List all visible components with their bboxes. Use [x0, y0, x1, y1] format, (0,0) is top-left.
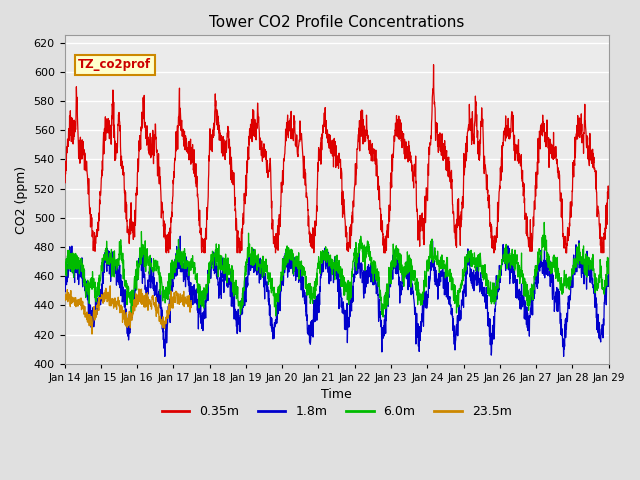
X-axis label: Time: Time [321, 388, 352, 401]
Y-axis label: CO2 (ppm): CO2 (ppm) [15, 166, 28, 234]
Text: TZ_co2prof: TZ_co2prof [78, 59, 151, 72]
Legend: 0.35m, 1.8m, 6.0m, 23.5m: 0.35m, 1.8m, 6.0m, 23.5m [157, 400, 516, 423]
Title: Tower CO2 Profile Concentrations: Tower CO2 Profile Concentrations [209, 15, 465, 30]
